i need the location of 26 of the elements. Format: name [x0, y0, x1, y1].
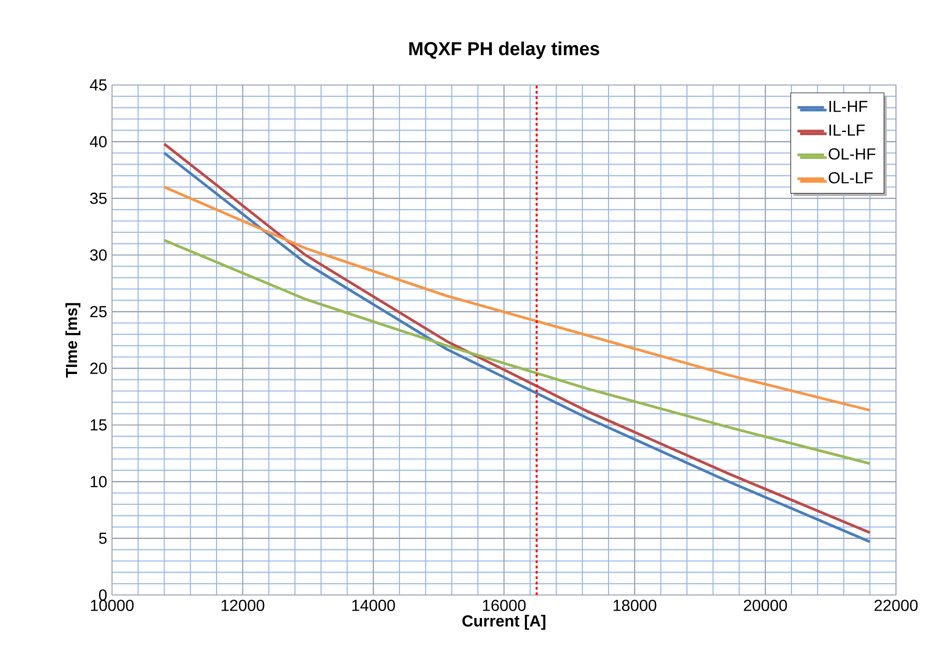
y-tick-label: 40	[90, 136, 107, 148]
legend-label: OL-LF	[828, 172, 873, 184]
y-tick-label: 35	[90, 192, 107, 204]
x-tick-label: 12000	[222, 600, 264, 612]
y-tick-label: 5	[99, 532, 107, 544]
x-tick-label: 10000	[90, 600, 134, 612]
y-tick-label: 20	[90, 362, 107, 374]
legend-label: IL-LF	[829, 124, 865, 136]
legend-label: IL-HF	[829, 100, 868, 112]
x-tick-label: 20000	[744, 600, 787, 612]
x-tick-label: 16000	[482, 600, 526, 612]
x-tick-label: 18000	[614, 600, 656, 612]
y-tick-label: 30	[90, 249, 107, 261]
y-tick-label: 45	[90, 79, 107, 91]
x-tick-label: 14000	[352, 600, 395, 612]
line-series	[162, 238, 872, 465]
y-tick-label: 15	[90, 419, 107, 431]
y-tick-label: 0	[99, 589, 107, 601]
y-tick-label: 25	[90, 306, 107, 318]
x-axis-title: Current [A]	[462, 614, 546, 630]
line-series	[162, 186, 872, 412]
x-tick-label: 22000	[874, 600, 918, 612]
legend-label: OL-HF	[828, 148, 876, 160]
y-axis-title: TIme [ms]	[65, 303, 80, 378]
chart-title: MQXF PH delay times	[409, 42, 600, 59]
y-tick-label: 10	[90, 476, 107, 488]
